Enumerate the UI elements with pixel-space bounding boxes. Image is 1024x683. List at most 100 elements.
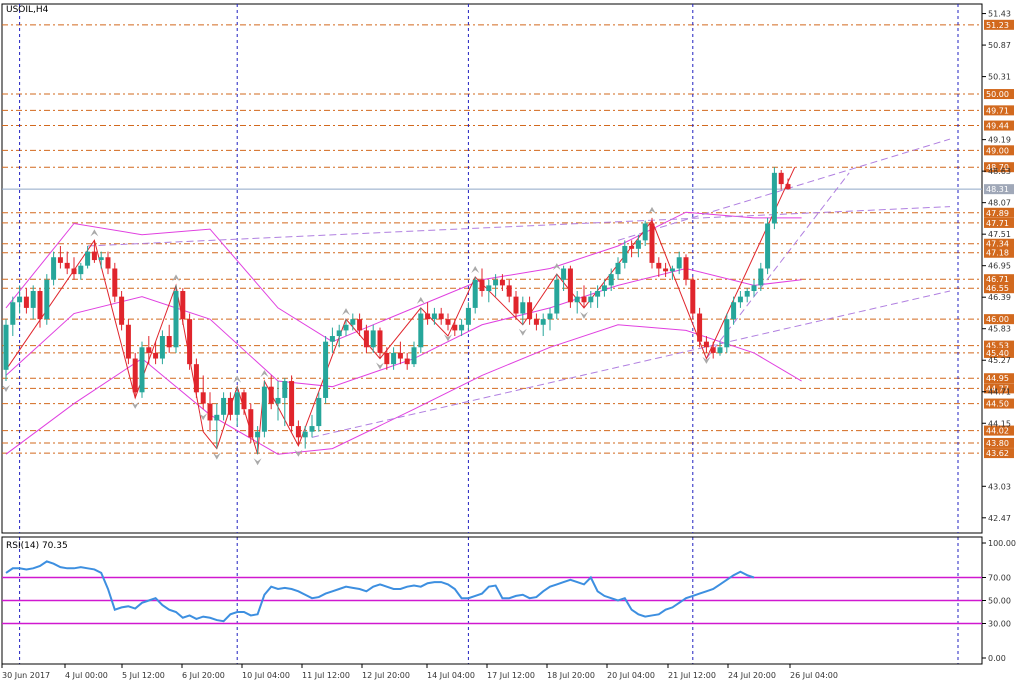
candle-body	[78, 265, 84, 275]
level-label: 46.71	[986, 275, 1009, 284]
level-label: 49.00	[986, 146, 1009, 155]
price-tick-label: 42.47	[988, 514, 1011, 523]
level-label: 49.71	[986, 106, 1009, 115]
fractal-arrows	[2, 206, 711, 466]
rsi-line	[5, 560, 755, 623]
time-tick-label: 24 Jul 20:00	[728, 671, 776, 680]
candle-body	[567, 268, 573, 303]
candle-body	[71, 268, 77, 275]
candle-body	[765, 223, 771, 269]
level-label: 46.00	[986, 315, 1009, 324]
candle-body	[683, 257, 689, 280]
time-tick-label: 30 Jun 2017	[2, 671, 50, 680]
candle-body	[180, 291, 186, 320]
price-tick-label: 51.43	[988, 10, 1011, 19]
zigzag-line	[5, 166, 796, 455]
candle-body	[329, 336, 335, 342]
candle-body	[493, 279, 499, 286]
candle-body	[445, 319, 451, 325]
price-tick-label: 46.39	[988, 293, 1011, 302]
price-tick-label: 45.83	[988, 325, 1011, 334]
candle-body	[302, 431, 308, 438]
candle-body	[153, 352, 159, 359]
candle-body	[44, 279, 50, 320]
candle-body	[574, 296, 580, 303]
main-price-panel	[1, 3, 983, 534]
time-tick-label: 6 Jul 20:00	[182, 671, 225, 680]
bollinger-bands	[5, 211, 802, 455]
candle-body	[146, 347, 152, 353]
level-label-bg	[984, 314, 1014, 325]
chart-title: USOIL,H4	[6, 5, 49, 15]
level-label: 47.71	[986, 219, 1009, 228]
candle-body	[703, 341, 709, 348]
candle-body	[323, 341, 329, 398]
candle-body	[554, 279, 560, 314]
candle-body	[486, 285, 492, 292]
time-tick-label: 26 Jul 04:00	[790, 671, 838, 680]
fractal-down-arrow	[444, 334, 452, 342]
candlesticks	[3, 167, 791, 455]
level-label: 44.77	[986, 384, 1009, 393]
candle-body	[289, 381, 295, 427]
candle-body	[465, 307, 471, 325]
candle-body	[479, 279, 485, 292]
candle-body	[527, 302, 533, 320]
candle-body	[275, 397, 281, 404]
candle-body	[690, 279, 696, 314]
channel-line	[311, 290, 951, 438]
level-label: 46.55	[986, 284, 1009, 293]
level-label: 48.70	[986, 163, 1009, 172]
candle-body	[384, 352, 390, 365]
candle-body	[737, 296, 743, 303]
candle-body	[499, 279, 505, 286]
fractal-up-arrow	[416, 296, 425, 304]
level-label-bg	[984, 162, 1014, 173]
level-label: 50.00	[986, 90, 1009, 99]
rsi-tick-label: 50.00	[988, 597, 1011, 606]
level-label: 45.40	[986, 349, 1009, 358]
candle-body	[350, 319, 356, 325]
candle-body	[363, 330, 369, 348]
level-label-bg	[984, 217, 1014, 228]
candle-body	[98, 257, 104, 261]
candle-body	[336, 330, 342, 337]
level-label: 44.50	[986, 400, 1009, 409]
candle-body	[744, 291, 750, 297]
fractal-up-arrow	[260, 370, 269, 378]
candle-body	[663, 268, 669, 272]
level-label: 45.53	[986, 342, 1009, 351]
candle-body	[778, 172, 784, 185]
candle-body	[64, 262, 70, 269]
candle-body	[187, 319, 193, 365]
level-label-bg	[984, 145, 1014, 156]
candle-body	[309, 426, 315, 432]
candle-body	[255, 431, 261, 438]
time-tick-label: 12 Jul 20:00	[362, 671, 410, 680]
price-tick-label: 46.95	[988, 262, 1011, 271]
candle-body	[125, 324, 131, 359]
fractal-up-arrow	[552, 263, 561, 271]
fractal-down-arrow	[2, 385, 10, 393]
level-label: 43.80	[986, 439, 1009, 448]
candle-body	[676, 257, 682, 269]
level-label-bg	[984, 207, 1014, 218]
candle-body	[173, 291, 179, 348]
fractal-up-arrow	[90, 229, 99, 237]
channel-line	[87, 206, 951, 247]
candle-body	[622, 245, 628, 263]
level-label: 49.44	[986, 122, 1009, 131]
candle-body	[724, 319, 730, 348]
channel-line	[617, 138, 951, 241]
level-label-bg	[984, 347, 1014, 358]
time-tick-label: 17 Jul 12:00	[487, 671, 535, 680]
level-label-bg	[984, 437, 1014, 448]
price-tick-label: 48.07	[988, 199, 1011, 208]
fractal-down-arrow	[702, 356, 711, 364]
candle-body	[595, 291, 601, 297]
candle-body	[561, 268, 567, 280]
candle-body	[377, 330, 383, 353]
level-label-bg	[984, 238, 1014, 249]
level-label: 44.95	[986, 374, 1009, 383]
time-tick-label: 10 Jul 04:00	[242, 671, 290, 680]
